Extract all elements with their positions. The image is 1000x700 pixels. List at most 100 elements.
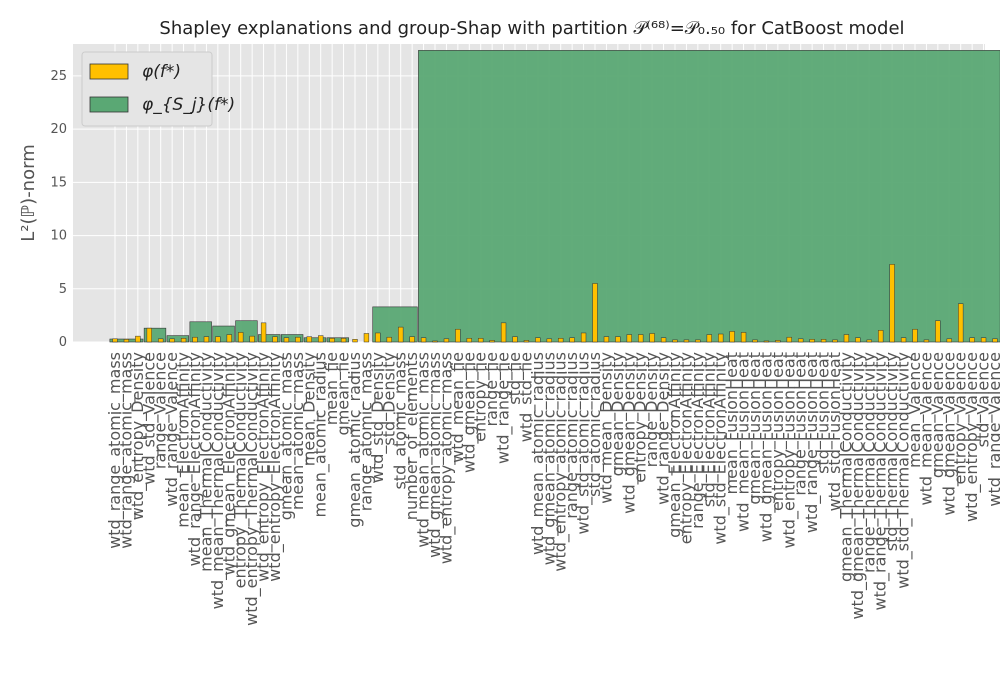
x-tick-label: mean_fie (322, 352, 342, 425)
x-tick-label: wtd_range_Valence (162, 352, 182, 507)
x-tick-label: gmean_FusionHeat (745, 352, 765, 505)
x-tick-label: gmean_atomic_mass (276, 352, 296, 520)
x-tick-label: wtd_std_ThermalConductivity (894, 352, 914, 589)
individual-bar (889, 264, 895, 343)
x-axis: wtd_range_atomic_masswtd_range_atomic_ma… (105, 352, 1000, 626)
x-tick-label: wtd_gmean_fie (459, 352, 479, 473)
individual-bar (546, 338, 552, 343)
x-tick-label: range_fie (482, 352, 502, 426)
individual-bar (832, 339, 838, 343)
x-tick-label: wtd_mean_Valence (916, 352, 936, 505)
x-tick-label: wtd_range_atomic_mass (105, 352, 125, 549)
x-tick-label: gmean_ElectronAffinity (665, 352, 685, 538)
individual-bar (672, 339, 678, 343)
individual-bar (695, 339, 701, 343)
x-tick-label: wtd_gmean_Valence (939, 352, 959, 516)
x-tick-label: gmean_ThermalConductivity (836, 352, 856, 582)
individual-bar (603, 336, 610, 343)
individual-bar (249, 335, 255, 343)
individual-bar (535, 337, 541, 343)
x-tick-label: range_ThermalConductivity (859, 352, 879, 573)
x-tick-label: range_atomic_radius (562, 352, 582, 519)
individual-bar (878, 330, 884, 343)
individual-bar (798, 338, 804, 343)
individual-bar (980, 337, 987, 343)
y-tick-label: 20 (50, 122, 67, 137)
x-tick-label: wtd_mean_fie (448, 352, 468, 463)
x-tick-label: mean_atomic_mass (288, 352, 308, 510)
y-tick-label: 5 (59, 282, 67, 297)
individual-bar (112, 338, 118, 343)
individual-bar (649, 333, 655, 343)
x-tick-label: gmean_Valence (928, 352, 948, 478)
individual-bar (215, 336, 221, 343)
individual-bar (158, 338, 164, 343)
individual-bar (992, 338, 998, 343)
x-tick-label: std_atomic_radius (585, 352, 605, 497)
x-tick-label: wtd_range_FusionHeat (802, 352, 822, 533)
individual-bar (238, 332, 244, 343)
x-tick-label: gmean_atomic_radius (345, 352, 365, 528)
individual-bar (375, 332, 381, 343)
x-tick-label: std_ThermalConductivity (882, 352, 902, 551)
group-bars (109, 50, 1000, 343)
x-tick-label: std_ElectronAffinity (699, 352, 719, 507)
individual-bar (466, 338, 472, 343)
individual-bar (763, 340, 770, 343)
individual-bar (786, 336, 792, 343)
y-axis-label: L²(ℙ)-norm (18, 144, 39, 241)
individual-bar (718, 333, 724, 343)
individual-bar (638, 334, 644, 343)
individual-bar (706, 334, 712, 343)
individual-bar (283, 337, 290, 343)
x-tick-label: wtd_range_ElectronAffinity (185, 352, 205, 566)
x-tick-label: std_Valence (974, 352, 994, 447)
individual-bar (923, 339, 930, 343)
individual-bar (855, 337, 861, 343)
x-tick-label: mean_atomic_radius (311, 352, 331, 518)
x-tick-label: std_atomic_mass (391, 352, 411, 490)
x-tick-label: wtd_mean_atomic_radius (528, 352, 548, 555)
legend-swatch-group (89, 96, 129, 113)
group-bar (280, 334, 304, 343)
x-tick-label: wtd_gmean_FusionHeat (756, 352, 776, 542)
individual-bar (340, 338, 347, 343)
individual-bar (260, 322, 267, 343)
y-axis: 0 5 10 15 20 25 (50, 69, 67, 350)
x-tick-label: wtd_gmean_Density (619, 352, 639, 514)
x-tick-label: gmean_fie (334, 352, 354, 435)
individual-bar (455, 328, 461, 343)
x-tick-label: entropy_Valence (951, 352, 971, 484)
individual-bar (775, 340, 781, 343)
individual-bar (192, 336, 198, 343)
x-tick-label: wtd_mean_atomic_mass (414, 352, 434, 548)
x-tick-label: entropy_FusionHeat (768, 352, 788, 511)
x-tick-label: entropy_fie (471, 352, 491, 442)
individual-bar (489, 340, 495, 343)
x-tick-label: wtd_std_FusionHeat (825, 352, 845, 511)
x-tick-label: wtd_std_atomic_radius (574, 352, 594, 534)
x-tick-label: entropy_ThermalConductivity (231, 352, 251, 588)
individual-bar (729, 331, 735, 343)
individual-bar (203, 336, 210, 343)
individual-bar (226, 334, 232, 343)
y-tick-label: 15 (50, 175, 67, 190)
individual-bar (478, 338, 484, 343)
individual-bar (386, 336, 392, 343)
individual-bar (969, 337, 975, 343)
x-tick-label: wtd_entropy_FusionHeat (779, 352, 799, 549)
individual-bar (146, 327, 152, 343)
x-tick-label: wtd_range_Density (654, 352, 674, 505)
legend-label-group: φ_{S_j}(f*) (142, 95, 235, 115)
individual-bar (683, 339, 690, 343)
x-tick-label: std_Density (379, 352, 399, 446)
group-bar (303, 337, 327, 343)
individual-bar (329, 338, 335, 343)
individual-bar (306, 336, 312, 343)
individual-bar (512, 336, 518, 343)
x-tick-label: gmean_Density (608, 352, 628, 476)
x-tick-label: std_fie (505, 352, 525, 405)
legend-swatch-individual (89, 63, 129, 80)
individual-bar (398, 326, 404, 343)
